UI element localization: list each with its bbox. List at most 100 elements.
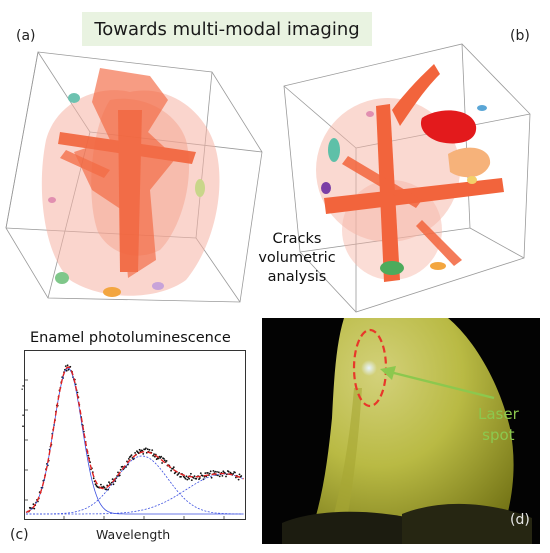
laser-annotation-line2: spot	[482, 426, 515, 444]
data-point	[224, 472, 227, 474]
mineral-inclusions-a	[48, 93, 205, 297]
data-point	[92, 477, 95, 480]
panel-b-label: (b)	[510, 28, 530, 44]
data-point	[212, 470, 215, 472]
data-point	[201, 474, 204, 477]
data-point	[163, 459, 166, 462]
mineral-inclusions-b	[321, 105, 491, 275]
data-point	[225, 475, 227, 478]
data-point	[186, 478, 189, 481]
data-point	[214, 470, 217, 473]
holder-right	[402, 503, 532, 544]
data-point	[145, 447, 147, 450]
data-point	[207, 472, 209, 474]
figure-title-banner: Towards multi-modal imaging	[82, 12, 372, 46]
data-point	[234, 471, 236, 474]
data-point	[238, 473, 241, 476]
laser-spot-annotation: Laser spot	[478, 404, 519, 446]
laser-arrow-line	[389, 370, 495, 400]
data-point	[235, 476, 237, 479]
figure-title: Towards multi-modal imaging	[94, 18, 360, 40]
data-point	[195, 477, 198, 480]
data-point	[118, 474, 121, 477]
data-point	[163, 457, 165, 460]
data-point	[237, 478, 240, 481]
data-point	[148, 448, 151, 451]
laser-spot	[361, 360, 377, 376]
data-point	[114, 480, 117, 483]
data-point	[218, 475, 221, 478]
data-point	[172, 466, 175, 469]
data-point	[240, 475, 243, 477]
data-point	[141, 449, 144, 452]
plot-frame	[24, 350, 246, 520]
panel-b-3d-render	[283, 43, 531, 313]
tooth-crown	[306, 318, 514, 544]
data-point	[108, 481, 110, 484]
data-point	[138, 448, 141, 451]
data-point	[146, 448, 149, 451]
data-point	[185, 475, 188, 478]
data-point	[204, 472, 207, 474]
data-point	[184, 477, 187, 480]
panel-a-label: (a)	[16, 28, 36, 44]
data-point	[160, 455, 163, 458]
data-point	[119, 468, 122, 471]
data-point	[154, 455, 156, 458]
data-point	[112, 483, 115, 486]
data-point	[137, 452, 140, 455]
wavelength-axis-label: Wavelength	[96, 527, 171, 542]
data-point	[127, 463, 129, 466]
data-point	[192, 477, 195, 479]
data-point	[178, 472, 181, 474]
holder-left	[282, 511, 432, 544]
data-point	[208, 472, 211, 475]
data-point	[216, 471, 218, 473]
data-point	[64, 365, 67, 367]
cracks-caption: Cracks volumetric analysis	[252, 230, 342, 287]
data-point	[190, 472, 192, 475]
data-point	[209, 470, 212, 473]
gaussian-component-2	[26, 455, 244, 515]
cracks-caption-line2: volumetric	[258, 250, 336, 266]
data-point	[103, 486, 106, 489]
data-point	[121, 465, 124, 468]
data-point	[199, 472, 202, 475]
crack-network-b	[324, 64, 504, 282]
data-point	[151, 449, 154, 451]
data-point	[210, 476, 213, 479]
data-point	[111, 478, 114, 480]
fitted-curve	[25, 366, 244, 514]
data-point	[165, 460, 168, 462]
data-point	[125, 466, 127, 468]
data-point	[170, 469, 173, 472]
data-point	[66, 364, 69, 367]
data-point	[65, 369, 68, 372]
panel-a-3d-render	[5, 51, 263, 303]
data-point	[134, 452, 136, 454]
data-point	[142, 453, 145, 455]
data-point	[221, 475, 224, 477]
data-point	[199, 477, 201, 479]
laser-annotation-line1: Laser	[478, 405, 519, 423]
panel-c-label: (c)	[10, 527, 29, 543]
panel-d-label: (d)	[510, 512, 530, 528]
crack-network-a	[58, 68, 196, 278]
photoluminescence-title: Enamel photoluminescence	[30, 330, 231, 346]
data-point	[172, 467, 174, 470]
data-point	[89, 461, 91, 464]
data-point	[117, 471, 119, 474]
data-point	[161, 462, 164, 464]
data-point	[106, 484, 109, 487]
plot-ticks	[24, 379, 225, 520]
data-point	[153, 453, 155, 456]
data-point	[100, 483, 102, 486]
data-point	[193, 475, 196, 477]
gaussian-component-3	[26, 473, 244, 515]
tooth-photograph	[262, 318, 540, 544]
laser-arrow-head	[380, 366, 396, 380]
data-point	[87, 454, 90, 457]
data-point	[94, 483, 97, 486]
data-point	[32, 503, 35, 506]
data-point	[188, 477, 191, 480]
